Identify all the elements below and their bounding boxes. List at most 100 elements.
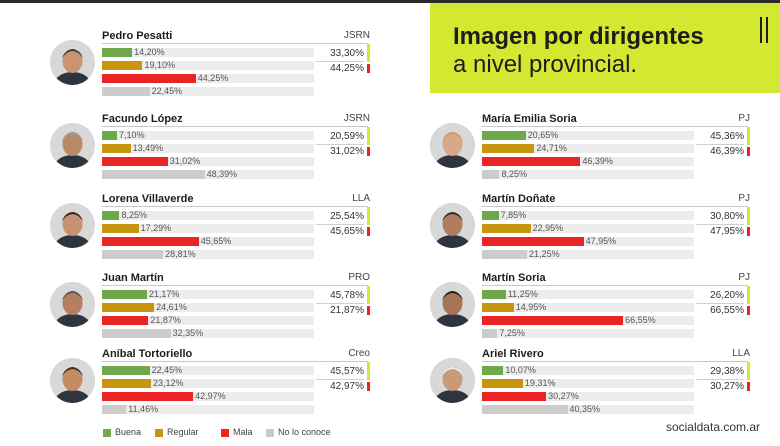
- bar-label-no-lo-conoce: 21,25%: [529, 249, 560, 259]
- bar-buena: [102, 211, 120, 220]
- bar-track: 47,95%: [482, 236, 694, 246]
- total-separator: [696, 379, 744, 380]
- positive-total: 45,36%: [710, 131, 744, 142]
- bar-regular: [102, 61, 143, 70]
- bar-label-regular: 13,49%: [132, 143, 164, 153]
- bar-track: 14,20%: [102, 47, 314, 57]
- legend-swatch-regular: [155, 429, 163, 437]
- negative-indicator: [367, 306, 370, 315]
- bar-track: 21,87%: [102, 315, 314, 325]
- party-label: JSRN: [343, 30, 370, 41]
- bar-label-no-lo-conoce: 32,35%: [172, 328, 204, 338]
- name-underline: [102, 285, 368, 286]
- bar-label-buena: 22,45%: [151, 365, 183, 375]
- negative-indicator: [367, 227, 370, 236]
- positive-indicator: [747, 362, 750, 380]
- person-card-pedro-pesatti: Pedro Pesatti JSRN 14,20% 19,10% 44,25% 22,45…: [50, 30, 370, 108]
- bar-buena: [482, 131, 526, 140]
- positive-indicator: [747, 127, 750, 145]
- bar-mala: [102, 237, 199, 246]
- bar-track: 14,95%: [482, 302, 694, 312]
- bar-buena: [482, 290, 506, 299]
- bar-track: 31,02%: [102, 156, 314, 166]
- bar-track: 11,25%: [482, 289, 694, 299]
- bar-buena: [102, 366, 150, 375]
- bar-track: 8,25%: [482, 169, 694, 179]
- bar-track: 19,10%: [102, 60, 314, 70]
- bar-track: 13,49%: [102, 143, 314, 153]
- negative-indicator: [367, 64, 370, 73]
- person-card-facundo-lopez: Facundo López JSRN 7,10% 13,49% 31,02% 48,39%…: [50, 113, 370, 191]
- bar-label-buena: 7,10%: [119, 130, 145, 140]
- avatar: [50, 123, 95, 168]
- negative-indicator: [747, 306, 750, 315]
- bar-track: 8,25%: [102, 210, 314, 220]
- person-card-lorena-villaverde: Lorena Villaverde LLA 8,25% 17,29% 45,65% 28,…: [50, 193, 370, 271]
- positive-total: 20,59%: [330, 131, 364, 142]
- bar-label-mala: 30,27%: [548, 391, 579, 401]
- bar-label-buena: 7,85%: [500, 210, 527, 220]
- brand-url: socialdata.com.ar: [665, 420, 760, 434]
- positive-indicator: [367, 127, 370, 145]
- person-name: Aníbal Tortoriello: [102, 348, 193, 360]
- party-label: LLA: [352, 193, 370, 204]
- positive-total: 45,78%: [330, 290, 364, 301]
- negative-total: 44,25%: [330, 63, 364, 74]
- negative-total: 47,95%: [710, 226, 744, 237]
- bar-no-lo-conoce: [482, 405, 568, 414]
- bar-label-mala: 31,02%: [169, 156, 201, 166]
- positive-indicator: [747, 207, 750, 225]
- bar-label-regular: 23,12%: [153, 378, 184, 388]
- bar-track: 48,39%: [102, 169, 314, 179]
- person-card-martin-donate: Martín Doñate PJ 7,85% 22,95% 47,95% 21,25% 30…: [430, 193, 750, 271]
- bar-regular: [482, 224, 531, 233]
- avatar: [50, 282, 95, 327]
- bar-track: 20,65%: [482, 130, 694, 140]
- bar-regular: [102, 224, 139, 233]
- negative-indicator: [747, 147, 750, 156]
- bar-label-mala: 46,39%: [582, 156, 613, 166]
- name-underline: [102, 43, 368, 44]
- bar-label-buena: 21,17%: [148, 289, 180, 299]
- negative-total: 45,65%: [330, 226, 364, 237]
- bar-mala: [482, 316, 624, 325]
- positive-indicator: [747, 286, 750, 304]
- bar-label-mala: 66,55%: [625, 315, 656, 325]
- bar-no-lo-conoce: [482, 329, 498, 338]
- bar-track: 44,25%: [102, 73, 314, 83]
- bar-label-mala: 47,95%: [585, 236, 617, 246]
- bar-track: 24,61%: [102, 302, 314, 312]
- legend-label: Mala: [233, 427, 253, 437]
- bar-regular: [102, 303, 155, 312]
- bar-track: 45,65%: [102, 236, 314, 246]
- bar-track: 22,95%: [482, 223, 694, 233]
- bar-track: 17,29%: [102, 223, 314, 233]
- bar-label-buena: 10,07%: [505, 365, 536, 375]
- bar-label-no-lo-conoce: 22,45%: [151, 86, 183, 96]
- positive-total: 30,80%: [710, 211, 744, 222]
- bar-label-regular: 19,10%: [144, 60, 176, 70]
- positive-total: 25,54%: [330, 211, 364, 222]
- bar-track: 40,35%: [482, 404, 694, 414]
- bar-regular: [482, 303, 514, 312]
- bar-mala: [102, 316, 149, 325]
- bar-buena: [482, 366, 504, 375]
- bar-label-no-lo-conoce: 40,35%: [569, 404, 601, 414]
- negative-indicator: [367, 147, 370, 156]
- bar-track: 22,45%: [102, 86, 314, 96]
- person-card-ariel-rivero: Ariel Rivero LLA 10,07% 19,31% 30,27% 40,35% 2…: [430, 348, 750, 426]
- bar-regular: [482, 144, 535, 153]
- name-underline: [482, 361, 748, 362]
- bar-buena: [102, 48, 133, 57]
- total-separator: [696, 224, 744, 225]
- bar-label-regular: 14,95%: [515, 302, 547, 312]
- bar-no-lo-conoce: [482, 170, 500, 179]
- bar-no-lo-conoce: [102, 250, 164, 259]
- negative-total: 30,27%: [710, 381, 744, 392]
- total-separator: [696, 144, 744, 145]
- negative-indicator: [747, 382, 750, 391]
- bar-buena: [102, 290, 147, 299]
- person-card-martin-soria: Martín Soria PJ 11,25% 14,95% 66,55% 7,25% 26,…: [430, 272, 750, 350]
- legend-label: Buena: [115, 427, 142, 437]
- bar-track: 23,12%: [102, 378, 314, 388]
